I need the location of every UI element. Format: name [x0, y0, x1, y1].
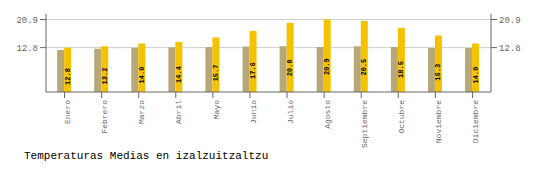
svg-text:14.0: 14.0	[472, 67, 480, 84]
svg-text:20.9: 20.9	[323, 58, 331, 75]
svg-text:20.5: 20.5	[360, 59, 368, 76]
svg-text:12.8: 12.8	[64, 68, 72, 85]
svg-text:13.2: 13.2	[101, 68, 109, 85]
svg-text:18.5: 18.5	[397, 61, 405, 78]
svg-text:15.7: 15.7	[212, 65, 220, 82]
svg-text:Septiembre: Septiembre	[360, 100, 369, 148]
svg-text:Febrero: Febrero	[100, 100, 109, 134]
svg-text:12.8: 12.8	[499, 44, 521, 54]
svg-text:Octubre: Octubre	[397, 100, 406, 134]
svg-text:Agosto: Agosto	[323, 100, 332, 129]
svg-text:20.9: 20.9	[499, 16, 521, 26]
svg-text:14.0: 14.0	[138, 67, 146, 84]
svg-text:Enero: Enero	[63, 100, 72, 124]
svg-text:Julio: Julio	[286, 100, 295, 124]
svg-text:Junio: Junio	[249, 100, 258, 124]
svg-text:Marzo: Marzo	[137, 100, 146, 124]
html-text:Temperaturas Medias en izalzui: Temperaturas Medias en izalzuitzaltzu	[24, 150, 269, 162]
svg-text:20.0: 20.0	[286, 59, 294, 76]
svg-text:16.3: 16.3	[434, 64, 442, 81]
svg-text:Abril: Abril	[174, 100, 183, 124]
svg-text:Diciembre: Diciembre	[471, 100, 480, 143]
svg-text:14.4: 14.4	[175, 66, 183, 83]
svg-text:Mayo: Mayo	[212, 100, 221, 119]
svg-text:17.6: 17.6	[249, 62, 257, 79]
svg-text:Noviembre: Noviembre	[434, 100, 443, 143]
svg-text:20.9: 20.9	[16, 16, 38, 26]
svg-text:12.8: 12.8	[16, 44, 38, 54]
